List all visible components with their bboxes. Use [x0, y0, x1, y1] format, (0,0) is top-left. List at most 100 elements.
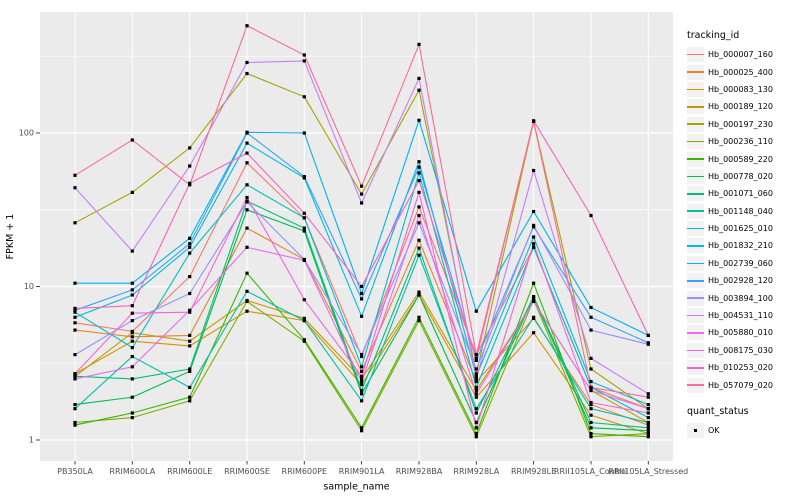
plot-panel: 1 10 100 PB350LA RRIM600LA RRIM600LE RRIM600SE… — [19, 12, 688, 476]
data-point — [188, 183, 192, 187]
series-color-line-icon — [687, 99, 704, 115]
data-point — [73, 420, 77, 425]
data-point — [646, 429, 650, 433]
data-point — [417, 88, 421, 92]
data-point — [589, 305, 593, 310]
data-point — [417, 319, 421, 323]
legend-entry: Hb_000589_220 — [687, 150, 799, 167]
data-point — [73, 173, 77, 177]
data-point — [73, 306, 77, 310]
data-point — [245, 24, 249, 28]
data-point — [360, 377, 364, 381]
data-point — [245, 195, 249, 200]
data-point — [589, 385, 593, 389]
data-point — [532, 235, 536, 239]
data-point — [589, 413, 593, 417]
data-point — [130, 395, 134, 399]
legend-title-tracking-id: tracking_id — [687, 30, 740, 41]
data-point — [646, 423, 650, 427]
data-point — [245, 226, 249, 230]
y-axis-title: FPKM + 1 — [5, 214, 16, 260]
data-point — [646, 435, 650, 439]
data-point — [646, 432, 650, 436]
data-point — [130, 311, 134, 315]
series-color-line-icon — [687, 308, 704, 324]
data-point — [532, 223, 536, 227]
legend-entry: Hb_002928_120 — [687, 272, 799, 289]
data-point — [188, 251, 192, 255]
data-point — [188, 146, 192, 150]
data-point — [245, 208, 249, 212]
data-point — [589, 213, 593, 218]
data-point — [245, 245, 249, 249]
x-tick-label: RRIM901LA — [339, 467, 385, 476]
data-point — [73, 221, 77, 225]
legend-label: Hb_000007_160 — [708, 50, 773, 60]
legend-label: Hb_000236_110 — [708, 137, 773, 147]
legend-label: Hb_000197_230 — [708, 119, 773, 129]
data-point — [589, 420, 593, 425]
data-point — [360, 382, 364, 387]
data-point — [245, 60, 249, 65]
data-point — [589, 388, 593, 393]
x-tick-label: RRIM928BA — [396, 467, 443, 476]
data-point — [417, 238, 421, 242]
data-point — [188, 385, 192, 389]
legend-entry: Hb_001148_040 — [687, 203, 799, 220]
data-point — [302, 338, 306, 342]
data-point — [532, 331, 536, 335]
data-point — [130, 304, 134, 308]
data-point — [589, 401, 593, 405]
data-point — [532, 209, 536, 214]
data-point — [589, 315, 593, 319]
data-point — [417, 42, 421, 46]
legend-label: Hb_001071_060 — [708, 189, 773, 199]
data-point — [360, 429, 364, 433]
data-point — [417, 253, 421, 257]
data-point — [474, 309, 478, 313]
data-point — [474, 435, 478, 439]
data-point — [245, 200, 249, 204]
legend-entry: Hb_001832_210 — [687, 237, 799, 254]
data-point — [417, 246, 421, 250]
legend-label: Hb_000083_130 — [708, 84, 773, 94]
legend-entry: Hb_057079_020 — [687, 376, 799, 393]
data-point — [360, 201, 364, 205]
data-point — [474, 353, 478, 357]
legend: tracking_id Hb_000007_160 Hb_000025_400 Hb… — [687, 30, 799, 439]
legend-label: Hb_001625_010 — [708, 224, 773, 234]
data-point — [245, 161, 249, 165]
data-point — [188, 399, 192, 403]
series-color-line-icon — [687, 151, 704, 167]
legend-entry: Hb_010253_020 — [687, 359, 799, 376]
legend-label: Hb_002739_060 — [708, 258, 773, 268]
data-point — [188, 367, 192, 371]
panel-background — [40, 12, 673, 461]
legend-title-quant-status: quant_status — [687, 405, 749, 417]
legend-label: Hb_000025_400 — [708, 67, 773, 77]
data-point — [417, 213, 421, 218]
legend-entry: Hb_001071_060 — [687, 185, 799, 202]
data-point — [532, 298, 536, 302]
data-point — [188, 164, 192, 168]
data-point — [245, 309, 249, 313]
data-point — [417, 171, 421, 175]
x-axis-title: sample_name — [323, 482, 389, 493]
data-point — [188, 395, 192, 399]
data-point — [589, 356, 593, 360]
series-color-line-icon — [687, 238, 704, 254]
data-point — [188, 291, 192, 296]
data-point — [589, 328, 593, 332]
data-point — [589, 432, 593, 436]
data-point — [360, 297, 364, 301]
data-point — [532, 242, 536, 246]
x-tick-label: RRIM600SE — [224, 467, 270, 476]
data-point — [302, 95, 306, 99]
data-point — [245, 271, 249, 275]
data-point — [474, 392, 478, 396]
data-point — [589, 367, 593, 371]
data-point — [646, 403, 650, 407]
data-point — [130, 190, 134, 194]
data-point — [646, 392, 650, 396]
